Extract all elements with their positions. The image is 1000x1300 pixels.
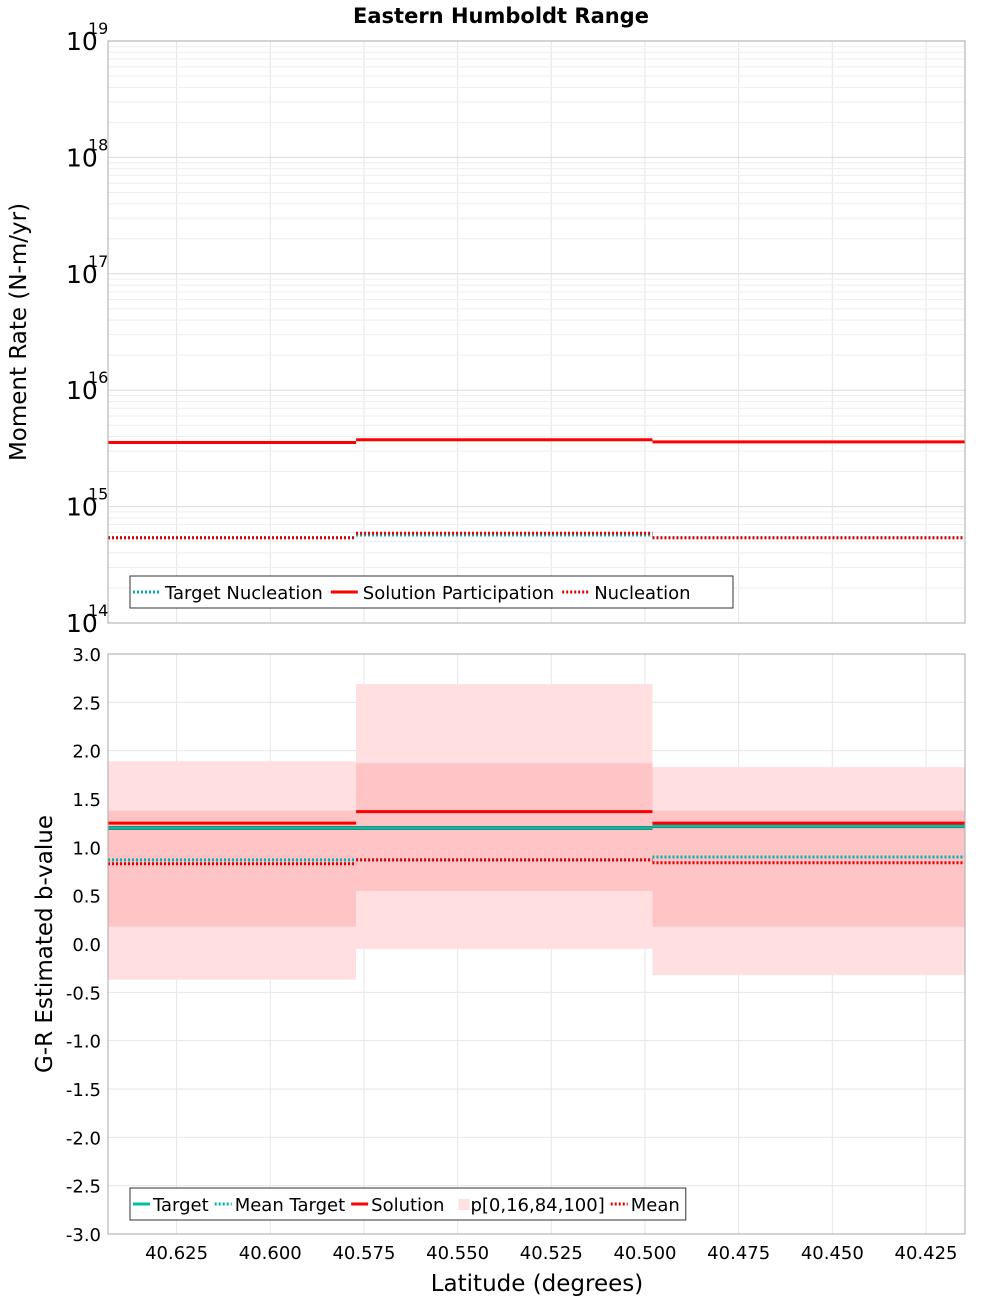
- moment-rate-legend: Target Nucleation Solution Participation N…: [129, 575, 734, 609]
- legend-label: Mean Target: [235, 1195, 345, 1216]
- x-tick-label: 40.425: [895, 1243, 958, 1264]
- y-tick-label: 2.5: [72, 693, 101, 714]
- x-tick-label: 40.500: [613, 1243, 676, 1264]
- legend-box: [129, 575, 734, 609]
- b-value-frame: [107, 653, 966, 1235]
- legend-box: [129, 1187, 687, 1221]
- x-tick-label: 40.475: [707, 1243, 770, 1264]
- b-value-panel: 40.625 40.600 40.575 40.550 40.525 40.500 40.4…: [66, 645, 966, 1264]
- y-tick-exponent: 14: [88, 601, 108, 620]
- y-tick-label: 2.0: [72, 742, 101, 763]
- x-tick-label: 40.575: [332, 1243, 395, 1264]
- y-tick-exponent: 18: [88, 135, 108, 154]
- y-tick-label: 10: [66, 376, 98, 405]
- y-tick-label: 10: [66, 143, 98, 172]
- legend-swatch: [458, 1199, 470, 1210]
- latitude-axis-label: Latitude (degrees): [431, 1271, 644, 1297]
- x-tick-label: 40.525: [520, 1243, 583, 1264]
- chart-title: Eastern Humboldt Range: [353, 4, 649, 28]
- y-tick-label: 10: [66, 493, 98, 522]
- band-p16-p84: [652, 810, 965, 927]
- x-tick-label: 40.550: [426, 1243, 489, 1264]
- y-tick-label: -0.5: [66, 983, 101, 1004]
- y-tick-label: -2.0: [66, 1128, 101, 1149]
- b-value-legend: Target Mean Target Solution p[0,16,84,100] M…: [129, 1187, 687, 1221]
- y-tick-label: -1.0: [66, 1032, 101, 1053]
- y-tick-label: 0.5: [72, 887, 101, 908]
- legend-label: Solution Participation: [363, 583, 554, 604]
- y-tick-label: 0.0: [72, 935, 101, 956]
- legend-label: Target: [152, 1195, 209, 1216]
- x-tick-label: 40.600: [239, 1243, 302, 1264]
- legend-label: p[0,16,84,100]: [470, 1195, 604, 1216]
- legend-label: Target Nucleation: [164, 583, 323, 604]
- y-tick-label: 10: [66, 609, 98, 638]
- b-value-axis-label: G-R Estimated b-value: [32, 815, 58, 1073]
- x-tick-label: 40.625: [145, 1243, 208, 1264]
- legend-label: Solution: [371, 1195, 444, 1216]
- y-tick-label: 1.5: [72, 790, 101, 811]
- y-tick-label: 1.0: [72, 838, 101, 859]
- y-tick-label: -2.5: [66, 1177, 101, 1198]
- moment-rate-plot-area: [108, 41, 965, 623]
- y-tick-exponent: 19: [88, 19, 108, 38]
- y-tick-exponent: 17: [88, 252, 108, 271]
- y-tick-label: 3.0: [72, 645, 101, 666]
- y-tick-label: -3.0: [66, 1225, 101, 1246]
- y-tick-exponent: 16: [88, 368, 108, 387]
- y-tick-label: 10: [66, 260, 98, 289]
- y-tick-label: 10: [66, 27, 98, 56]
- y-tick-exponent: 15: [88, 485, 108, 504]
- y-tick-label: -1.5: [66, 1080, 101, 1101]
- moment-rate-frame: [107, 40, 966, 624]
- moment-rate-axis-label: Moment Rate (N-m/yr): [6, 203, 32, 461]
- legend-label: Mean: [631, 1195, 680, 1216]
- legend-label: Nucleation: [594, 583, 690, 604]
- x-tick-label: 40.450: [801, 1243, 864, 1264]
